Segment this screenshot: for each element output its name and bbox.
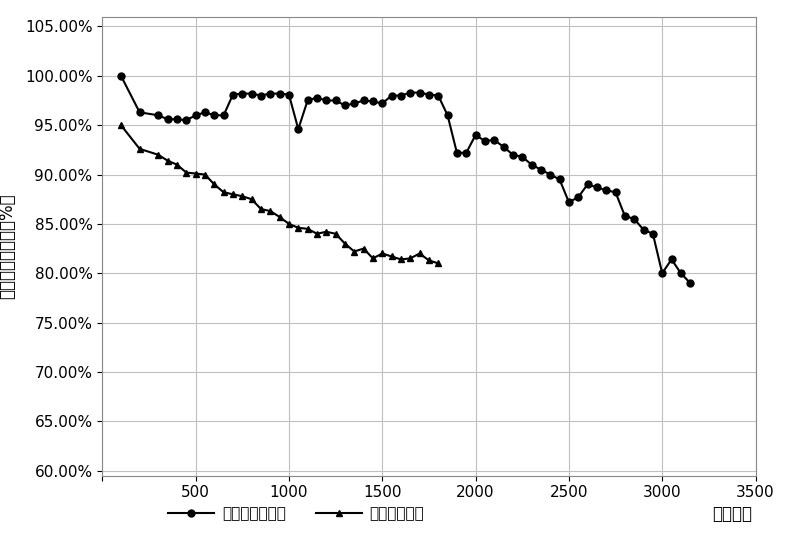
- 常规循环制式: [200, 171, 209, 178]
- 本发明循环制式: [294, 126, 303, 132]
- 常规循环制式: [359, 245, 368, 252]
- 本发明循环制式: [312, 94, 322, 101]
- 常规循环制式: [153, 152, 163, 158]
- 常规循环制式: [219, 189, 228, 196]
- Legend: 本发明循环制式, 常规循环制式: 本发明循环制式, 常规循环制式: [162, 500, 430, 528]
- 常规循环制式: [209, 181, 219, 187]
- 常规循环制式: [116, 122, 126, 128]
- 本发明循环制式: [685, 280, 695, 286]
- 常规循环制式: [378, 250, 387, 257]
- 常规循环制式: [257, 206, 266, 212]
- 常规循环制式: [331, 231, 340, 237]
- 常规循环制式: [405, 255, 415, 262]
- 常规循环制式: [247, 196, 257, 202]
- 常规循环制式: [415, 250, 424, 257]
- 常规循环制式: [265, 208, 275, 215]
- 本发明循环制式: [275, 90, 284, 97]
- 常规循环制式: [191, 170, 201, 177]
- 常规循环制式: [182, 169, 191, 176]
- 常规循环制式: [312, 231, 322, 237]
- Line: 本发明循环制式: 本发明循环制式: [117, 72, 693, 286]
- 常规循环制式: [349, 248, 359, 255]
- 本发明循环制式: [480, 138, 490, 144]
- 常规循环制式: [303, 226, 312, 232]
- 常规循环制式: [228, 191, 238, 197]
- 本发明循环制式: [322, 97, 331, 104]
- 常规循环制式: [340, 241, 349, 247]
- 常规循环制式: [135, 145, 144, 152]
- 常规循环制式: [238, 193, 247, 200]
- 常规循环制式: [434, 260, 443, 267]
- 常规循环制式: [322, 228, 331, 235]
- 本发明循环制式: [228, 91, 238, 98]
- 常规循环制式: [172, 161, 182, 168]
- 常规循环制式: [396, 256, 405, 263]
- 常规循环制式: [163, 158, 172, 164]
- Y-axis label: 与额定能量比值（%）: 与额定能量比值（%）: [0, 193, 17, 299]
- Text: 循环次数: 循环次数: [712, 505, 752, 523]
- 常规循环制式: [424, 257, 434, 264]
- 常规循环制式: [294, 225, 303, 231]
- 常规循环制式: [368, 255, 378, 262]
- 本发明循环制式: [116, 72, 126, 79]
- 常规循环制式: [284, 221, 294, 227]
- Line: 常规循环制式: 常规循环制式: [117, 122, 442, 267]
- 常规循环制式: [275, 213, 284, 220]
- 常规循环制式: [387, 253, 397, 260]
